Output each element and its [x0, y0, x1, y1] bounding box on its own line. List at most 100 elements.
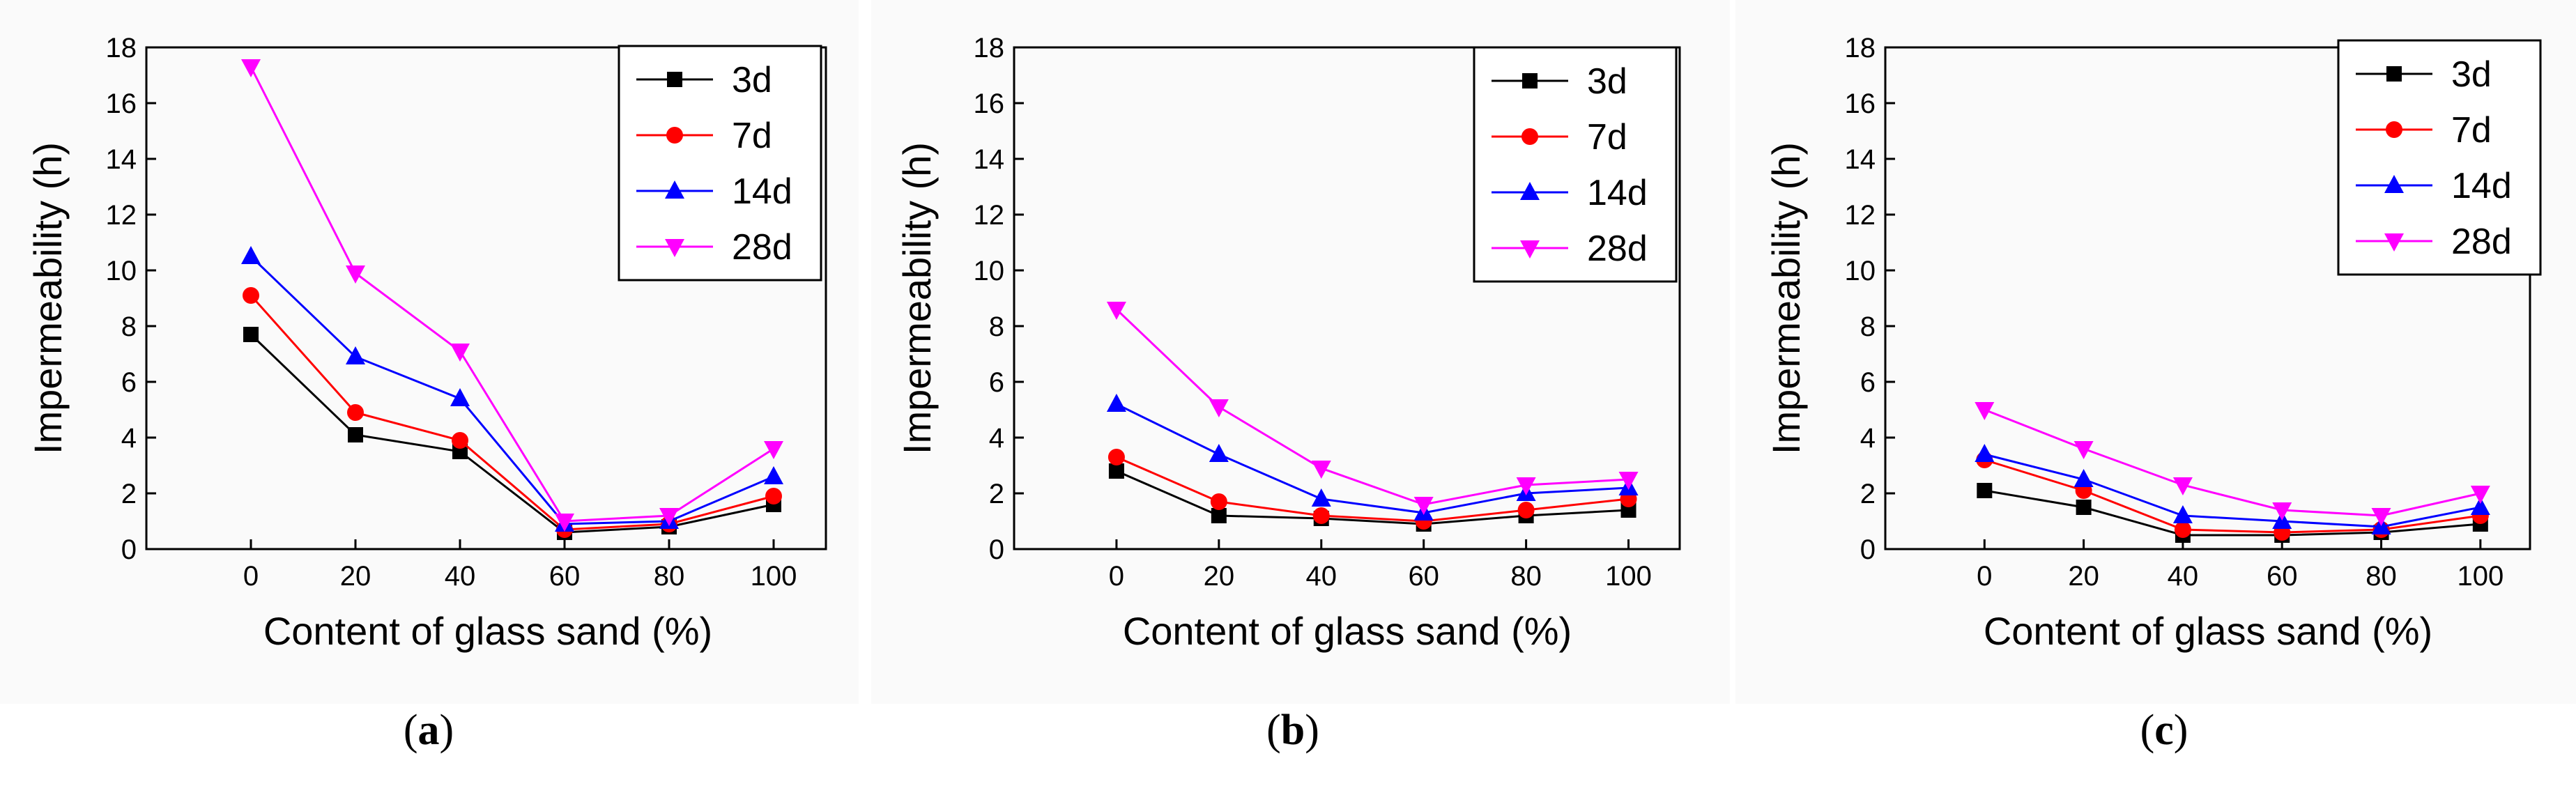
data-point-3d — [243, 327, 259, 342]
legend-label-7d: 7d — [1587, 117, 1627, 157]
legend: 3d 7d 14d 28d — [2337, 39, 2542, 276]
y-tick-label: 12 — [106, 200, 137, 231]
series-line-14d — [1984, 453, 2481, 528]
data-point-28d — [1618, 472, 1639, 490]
y-tick-label: 10 — [974, 256, 1005, 286]
data-point-28d — [659, 508, 679, 526]
data-point-28d — [1209, 399, 1229, 417]
data-point-7d — [1312, 507, 1330, 524]
y-tick-label: 14 — [1845, 144, 1876, 175]
chart-a: 0 2 4 6 8 10 12 14 16 18 0 20 40 60 80 100 Content of gl… — [26, 33, 827, 754]
data-point-7d — [1210, 493, 1227, 510]
data-point-14d — [764, 466, 783, 484]
series-line-3d — [1116, 470, 1629, 525]
data-point-14d — [450, 388, 470, 406]
data-point-14d — [346, 346, 365, 364]
x-tick-label: 60 — [1408, 561, 1439, 592]
y-tick-label: 10 — [106, 256, 137, 286]
series-line-28d — [1115, 308, 1629, 506]
data-point-7d — [1517, 502, 1535, 518]
x-axis-label: Content of glass sand (%) — [263, 609, 712, 653]
x-tick-label: 80 — [654, 561, 685, 592]
legend-marker-3d — [2386, 66, 2402, 82]
y-tick-label: 6 — [1860, 367, 1876, 398]
plot-frame — [145, 46, 827, 550]
data-point-28d — [2073, 441, 2094, 459]
y-tick-label: 12 — [974, 200, 1005, 231]
legend-marker-7d — [666, 127, 683, 144]
y-tick-label: 14 — [106, 144, 137, 175]
plot-frame — [1013, 46, 1681, 550]
legend-marker-28d — [665, 239, 684, 257]
data-point-28d — [1311, 461, 1331, 479]
series-line-14d — [1116, 403, 1629, 514]
data-point-28d — [764, 441, 783, 459]
x-tick-label: 100 — [1605, 561, 1652, 592]
series-line-7d — [250, 295, 774, 531]
data-point-28d — [450, 344, 470, 362]
y-tick-label: 12 — [1845, 200, 1876, 231]
data-point-7d — [452, 432, 468, 449]
legend-label-14d: 14d — [2451, 166, 2512, 206]
y-tick-label: 6 — [121, 367, 137, 398]
legend-marker-14d — [1520, 182, 1540, 200]
y-tick-label: 14 — [974, 144, 1005, 175]
chart-c: 0 2 4 6 8 10 12 14 16 18 0 20 40 60 80 100 Content of gl… — [1764, 33, 2542, 754]
data-point-14d — [2073, 469, 2094, 487]
legend: 3d 7d 14d 28d — [618, 45, 822, 282]
data-point-14d — [241, 246, 261, 264]
legend-box — [2337, 39, 2542, 276]
panel-caption: (b) — [1266, 707, 1319, 754]
y-tick-label: 16 — [974, 88, 1005, 119]
y-tick-label: 0 — [1860, 534, 1876, 565]
y-tick-label: 4 — [1860, 423, 1876, 454]
x-tick-label: 40 — [445, 561, 476, 592]
legend-marker-3d — [1522, 73, 1538, 88]
y-tick-label: 0 — [121, 534, 137, 565]
legend-label-7d: 7d — [732, 116, 772, 156]
legend-label-28d: 28d — [1587, 229, 1648, 269]
y-axis-label: Impermeability (h) — [1764, 142, 1808, 454]
x-tick-label: 100 — [2457, 561, 2504, 592]
data-point-28d — [2172, 477, 2193, 495]
x-tick-label: 40 — [2168, 561, 2199, 592]
legend-marker-28d — [1520, 240, 1540, 259]
series-line-3d — [250, 333, 774, 534]
x-tick-label: 0 — [1109, 561, 1124, 592]
panel-caption: (c) — [2140, 707, 2188, 754]
series-line-7d — [1984, 458, 2481, 534]
x-tick-label: 0 — [243, 561, 259, 592]
y-tick-label: 10 — [1845, 256, 1876, 286]
y-tick-label: 6 — [989, 367, 1004, 398]
data-point-28d — [346, 265, 365, 284]
data-point-14d — [1311, 488, 1331, 507]
data-point-28d — [555, 514, 574, 532]
legend-label-3d: 3d — [2451, 54, 2492, 95]
y-tick-label: 2 — [1860, 479, 1876, 509]
y-tick-label: 18 — [1845, 33, 1876, 63]
y-tick-label: 4 — [121, 423, 137, 454]
y-tick-label: 8 — [989, 311, 1004, 342]
x-tick-label: 20 — [340, 561, 371, 592]
legend-label-14d: 14d — [1587, 173, 1648, 213]
legend-label-28d: 28d — [732, 227, 792, 268]
x-tick-label: 80 — [2366, 561, 2397, 592]
x-tick-label: 60 — [2267, 561, 2298, 592]
y-tick-label: 18 — [974, 33, 1005, 63]
data-point-7d — [1107, 449, 1125, 465]
data-point-28d — [2470, 486, 2490, 504]
x-tick-label: 60 — [549, 561, 581, 592]
series-line-7d — [1116, 456, 1629, 523]
data-point-14d — [2172, 505, 2193, 523]
series-line-14d — [250, 255, 774, 525]
data-point-7d — [2174, 521, 2191, 538]
data-point-3d — [1211, 508, 1227, 523]
data-point-28d — [1106, 302, 1126, 320]
legend-marker-14d — [665, 180, 684, 199]
x-tick-label: 100 — [751, 561, 797, 592]
y-tick-label: 0 — [989, 534, 1004, 565]
legend-marker-14d — [2384, 175, 2404, 193]
data-point-7d — [243, 287, 259, 304]
legend-label-7d: 7d — [2451, 110, 2492, 151]
data-point-3d — [348, 427, 363, 442]
